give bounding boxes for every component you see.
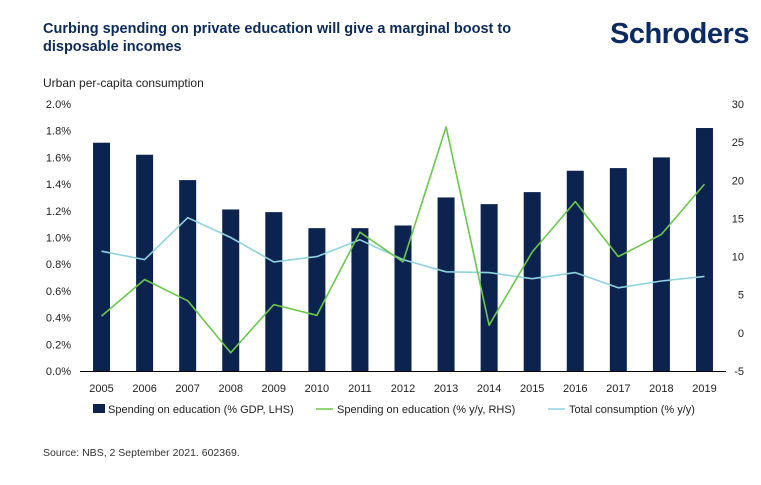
left-tick-label: 0.2%: [46, 339, 71, 351]
left-tick-label: 2.0%: [46, 99, 71, 111]
right-tick-label: 5: [738, 290, 744, 302]
bar-2013: [437, 197, 455, 371]
bar-2005: [93, 142, 111, 371]
legend-swatch-bar: [93, 404, 105, 413]
line-education-yoy: [100, 126, 706, 354]
legend: Spending on education (% GDP, LHS) Spendi…: [93, 404, 695, 416]
right-tick-label: 10: [732, 252, 744, 264]
bar-2006: [136, 154, 154, 371]
right-tick-label: 15: [732, 213, 744, 225]
right-tick-label: 25: [732, 137, 744, 149]
right-tick-label: -5: [734, 366, 744, 378]
x-tick-label: 2019: [692, 383, 716, 395]
right-tick-label: 20: [732, 175, 744, 187]
x-tick-label: 2013: [434, 383, 458, 395]
left-axis-label: Urban per-capita consumption: [43, 76, 204, 90]
bar-2011: [351, 228, 369, 371]
x-tick-label: 2017: [606, 383, 630, 395]
left-tick-label: 1.8%: [46, 126, 71, 138]
bar-2015: [523, 192, 541, 371]
left-tick-label: 1.4%: [46, 179, 71, 191]
legend-label-bar: Spending on education (% GDP, LHS): [108, 404, 294, 416]
bar-2018: [652, 157, 670, 371]
chart-title: Curbing spending on private education wi…: [43, 21, 512, 55]
x-tick-label: 2014: [477, 383, 501, 395]
x-tick-label: 2016: [563, 383, 587, 395]
x-tick-label: 2009: [262, 383, 286, 395]
left-tick-label: 1.6%: [46, 152, 71, 164]
x-tick-label: 2008: [218, 383, 242, 395]
bar-2016: [566, 170, 584, 371]
bar-2010: [308, 228, 326, 371]
axes-group: 0.0% 0.2% 0.4% 0.6% 0.8% 1.0% 1.2% 1.4% 1.6% 1.8%…: [46, 99, 744, 395]
x-tick-label: 2011: [348, 383, 372, 395]
right-tick-label: 30: [732, 99, 744, 111]
bars-group: [93, 128, 713, 371]
legend-label-edu: Spending on education (% y/y, RHS): [337, 404, 515, 416]
x-tick-label: 2005: [89, 383, 113, 395]
combo-chart: 0.0% 0.2% 0.4% 0.6% 0.8% 1.0% 1.2% 1.4% 1.6% 1.8%…: [46, 99, 744, 416]
x-tick-label: 2012: [391, 383, 415, 395]
bar-2014: [480, 204, 498, 371]
x-tick-label: 2010: [305, 383, 329, 395]
bar-2007: [179, 180, 197, 371]
right-tick-label: 0: [738, 328, 744, 340]
left-tick-label: 0.4%: [46, 313, 71, 325]
bar-2012: [394, 225, 412, 371]
x-tick-label: 2006: [132, 383, 156, 395]
brand-logo: Schroders: [610, 18, 749, 50]
bar-2017: [609, 168, 627, 371]
x-tick-label: 2018: [649, 383, 673, 395]
bar-2008: [222, 209, 240, 371]
bar-2019: [695, 128, 713, 371]
left-tick-label: 0.6%: [46, 286, 71, 298]
lines-group: [100, 126, 706, 354]
left-tick-label: 1.0%: [46, 233, 71, 245]
source-note: Source: NBS, 2 September 2021. 602369.: [43, 447, 240, 459]
left-tick-label: 0.8%: [46, 259, 71, 271]
bar-2009: [265, 212, 283, 371]
legend-label-total: Total consumption (% y/y): [569, 404, 695, 416]
left-tick-label: 1.2%: [46, 206, 71, 218]
x-tick-label: 2007: [175, 383, 199, 395]
x-tick-label: 2015: [520, 383, 544, 395]
left-tick-label: 0.0%: [46, 366, 71, 378]
